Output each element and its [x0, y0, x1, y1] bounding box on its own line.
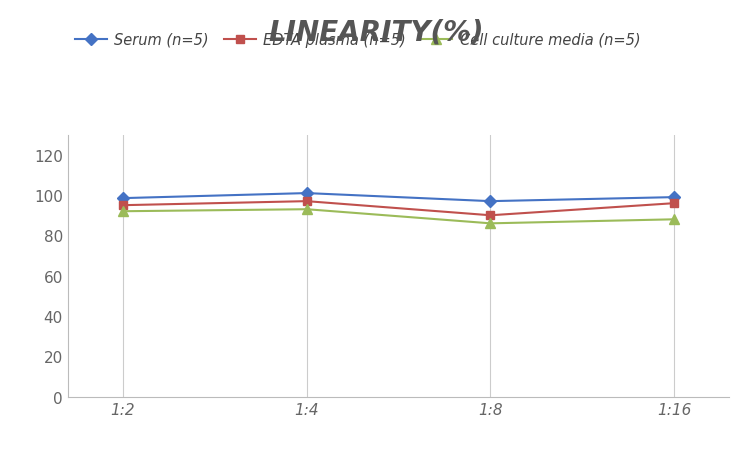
- Cell culture media (n=5): [118, 209, 127, 215]
- Serum (n=5): [670, 195, 679, 200]
- EDTA plasma (n=5): [670, 201, 679, 207]
- EDTA plasma (n=5): [118, 203, 127, 208]
- Text: LINEARITY(%): LINEARITY(%): [268, 18, 484, 46]
- Serum (n=5): [302, 191, 311, 196]
- EDTA plasma (n=5): [486, 213, 495, 218]
- Cell culture media (n=5): [670, 217, 679, 222]
- Serum (n=5): [486, 199, 495, 204]
- Serum (n=5): [118, 196, 127, 202]
- Line: Cell culture media (n=5): Cell culture media (n=5): [118, 205, 679, 229]
- Line: EDTA plasma (n=5): EDTA plasma (n=5): [119, 198, 678, 220]
- Cell culture media (n=5): [486, 221, 495, 226]
- Legend: Serum (n=5), EDTA plasma (n=5), Cell culture media (n=5): Serum (n=5), EDTA plasma (n=5), Cell cul…: [75, 33, 640, 48]
- EDTA plasma (n=5): [302, 199, 311, 204]
- Line: Serum (n=5): Serum (n=5): [119, 189, 678, 206]
- Cell culture media (n=5): [302, 207, 311, 212]
